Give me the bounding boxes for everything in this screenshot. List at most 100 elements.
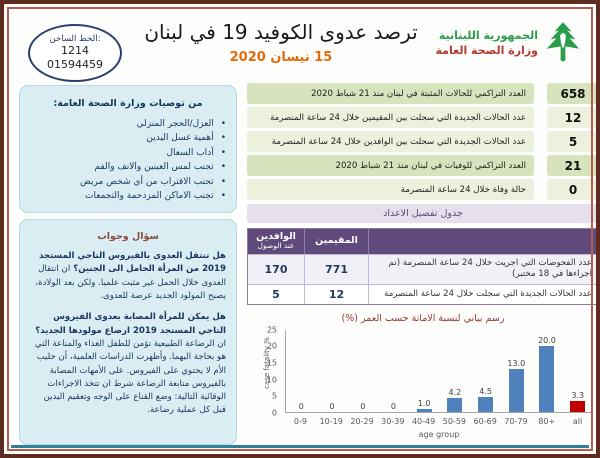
y-tick-label: 20 bbox=[266, 341, 277, 351]
bar-value-label: 20.0 bbox=[538, 336, 556, 346]
qa-answer: ان الرضاعة الطبيعية تؤمن للطفل الغذاء وا… bbox=[34, 338, 226, 416]
table-cell-label: عدد الفحوصات التي اجريت خلال 24 ساعة الم… bbox=[368, 254, 596, 284]
bar bbox=[478, 397, 494, 412]
bar-value-label: 4.5 bbox=[479, 387, 492, 397]
y-tick-label: 10 bbox=[266, 375, 277, 385]
qa-answer: ان انتقال العدوى خلال الحمل غير مثبت علم… bbox=[35, 264, 226, 301]
chart-x-axis-label: age group bbox=[418, 429, 460, 439]
recommendation-item: • تجنب لمس العينين والانف والفم bbox=[30, 160, 226, 174]
y-tick-label: 0 bbox=[271, 408, 277, 418]
details-table: المقيمين الوافدين عند الوصول عدد الفحوصا… bbox=[247, 228, 596, 305]
x-tick-label: 0-9 bbox=[293, 416, 307, 426]
stat-row: العدد التراكمي للحالات المثبتة في لبنان … bbox=[247, 83, 596, 104]
table-row: عدد الفحوصات التي اجريت خلال 24 ساعة الم… bbox=[248, 253, 596, 284]
bar bbox=[508, 369, 524, 412]
bar-slot: 4.5 bbox=[470, 330, 501, 412]
arrivals-header-label: الوافدين bbox=[256, 231, 296, 242]
bar-value-label: 0 bbox=[298, 401, 304, 411]
table-row: عدد الحالات الجديدة التي سجلت خلال 24 سا… bbox=[248, 283, 596, 304]
details-table-body: عدد الفحوصات التي اجريت خلال 24 ساعة الم… bbox=[248, 253, 596, 304]
x-tick-label: 60-69 bbox=[473, 416, 497, 426]
bar-slot: 4.2 bbox=[440, 330, 471, 412]
recommendation-text: أهمية غسل اليدين bbox=[146, 133, 214, 144]
stat-row: عدد الحالات الجديدة التي سجلت بين المقيم… bbox=[247, 107, 596, 128]
stat-row: حالة وفاة خلال 24 ساعة المنصرمة 0 bbox=[247, 179, 596, 200]
y-tick-label: 25 bbox=[266, 325, 277, 335]
bar-value-label: 4.2 bbox=[448, 388, 462, 398]
recommendations-title: من توصيات وزارة الصحة العامة: bbox=[53, 98, 203, 109]
report-date: 15 نيسان 2020 bbox=[229, 50, 333, 65]
cedar-logo-icon bbox=[546, 22, 580, 62]
qa-box: سؤال وجواب هل تنتقل العدوى بالفيروس التا… bbox=[19, 219, 237, 445]
details-table-header-row: المقيمين الوافدين عند الوصول bbox=[248, 229, 596, 254]
stat-value: 0 bbox=[547, 179, 596, 200]
header-cell-residents: المقيمين bbox=[304, 229, 368, 254]
qa-paragraph: هل يمكن للمرأة المصابة بعدوى الفيروس الت… bbox=[30, 311, 226, 418]
qa-paragraph: هل تنتقل العدوى بالفيروس التاجي المستجد … bbox=[30, 250, 226, 303]
stat-row: عدد الحالات الجديدة التي سجلت بين الوافد… bbox=[247, 131, 596, 152]
bar-slot: 0 bbox=[286, 330, 317, 412]
bar-slot: 1.0 bbox=[409, 330, 440, 412]
title-block: ترصد عدوى الكوفيد 19 في لبنان 15 نيسان 2… bbox=[122, 20, 440, 65]
ministry-logo-block: الجمهورية اللبنانية وزارة الصحة العامة bbox=[436, 20, 583, 66]
table-cell-label: عدد الحالات الجديدة التي سجلت خلال 24 سا… bbox=[368, 284, 596, 304]
x-tick-label: all bbox=[572, 416, 583, 426]
stat-label: عدد الحالات الجديدة التي سجلت بين الوافد… bbox=[247, 131, 534, 152]
bar bbox=[570, 401, 586, 412]
bar-value-label: 1.0 bbox=[417, 398, 431, 408]
stat-value: 5 bbox=[547, 131, 596, 152]
stat-value: 12 bbox=[547, 107, 596, 128]
recommendation-item: • أهمية غسل اليدين bbox=[30, 131, 226, 145]
table-cell-residents: 12 bbox=[304, 284, 368, 304]
footer-accent-line bbox=[11, 445, 589, 448]
bullet-icon: • bbox=[220, 162, 226, 173]
chart-x-ticks: 0-9 10-19 20-29 30-39 40-49 50-59 60-69 70-79 80… bbox=[285, 417, 593, 426]
bar-value-label: 13.0 bbox=[507, 359, 526, 369]
recommendation-item: • تجنب الاقتراب من أي شخص مريض bbox=[30, 175, 226, 189]
stat-value: 658 bbox=[547, 83, 596, 104]
bullet-icon: • bbox=[220, 147, 226, 158]
recommendation-text: تجنب الاماكن المزدحمة والتجمعات bbox=[85, 190, 214, 201]
left-column: من توصيات وزارة الصحة العامة: • العزل/الح… bbox=[19, 85, 237, 445]
qa-paragraphs: هل تنتقل العدوى بالفيروس التاجي المستجد … bbox=[30, 250, 226, 418]
x-tick-label: 50-59 bbox=[442, 416, 466, 426]
recommendations-box: من توصيات وزارة الصحة العامة: • العزل/الح… bbox=[19, 85, 237, 213]
ministry-text: الجمهورية اللبنانية وزارة الصحة العامة bbox=[436, 29, 539, 57]
bar-value-label: 0 bbox=[360, 401, 366, 411]
recommendation-text: آداب السعال bbox=[166, 147, 214, 158]
ministry-line1: الجمهورية اللبنانية bbox=[438, 29, 538, 42]
bullet-icon: • bbox=[220, 190, 226, 201]
hotline-number-short: 1214 bbox=[61, 44, 89, 58]
x-tick-label: 80+ bbox=[538, 416, 556, 426]
qa-question: هل تنتقل العدوى بالفيروس التاجي المستجد … bbox=[39, 251, 226, 275]
recommendation-item: • العزل/الحجر المنزلي bbox=[30, 117, 227, 131]
bar-slot: 0 bbox=[347, 330, 378, 412]
bar bbox=[447, 398, 463, 412]
x-tick-label: 40-49 bbox=[411, 416, 436, 426]
bar bbox=[539, 346, 555, 412]
stats-list: العدد التراكمي للحالات المثبتة في لبنان … bbox=[247, 83, 596, 200]
bar-slot: 0 bbox=[378, 330, 409, 412]
header-cell-arrivals: الوافدين عند الوصول bbox=[248, 229, 304, 254]
bar bbox=[416, 408, 432, 412]
bar-slot: 0 bbox=[317, 330, 348, 412]
x-tick-label: 30-39 bbox=[381, 416, 405, 426]
bar-slot: 13.0 bbox=[501, 330, 532, 412]
qa-question: هل يمكن للمرأة المصابة بعدوى الفيروس الت… bbox=[35, 312, 226, 336]
y-tick-label: 15 bbox=[266, 358, 277, 368]
ministry-line2: وزارة الصحة العامة bbox=[435, 44, 539, 57]
stat-value: 21 bbox=[547, 155, 596, 176]
recommendation-text: العزل/الحجر المنزلي bbox=[136, 119, 214, 129]
table-cell-arrivals: 5 bbox=[272, 287, 280, 301]
bar-slot: 3.3 bbox=[562, 330, 593, 412]
bullet-icon: • bbox=[220, 133, 226, 144]
recommendations-list: • العزل/الحجر المنزلي • أهمية غسل اليدين • آد… bbox=[30, 117, 226, 203]
bar-value-label: 0 bbox=[390, 401, 396, 411]
residents-header-label: المقيمين bbox=[315, 235, 358, 247]
qa-title: سؤال وجواب bbox=[97, 231, 159, 242]
fatality-chart: رسم بياني لنسبة الاماتة حسب العمر (%) ca… bbox=[247, 313, 596, 439]
table-cell-arrivals: 170 bbox=[264, 262, 288, 276]
chart-y-ticks: 0 5 10 15 20 25 bbox=[253, 325, 281, 417]
recommendation-item: • آداب السعال bbox=[30, 146, 226, 160]
